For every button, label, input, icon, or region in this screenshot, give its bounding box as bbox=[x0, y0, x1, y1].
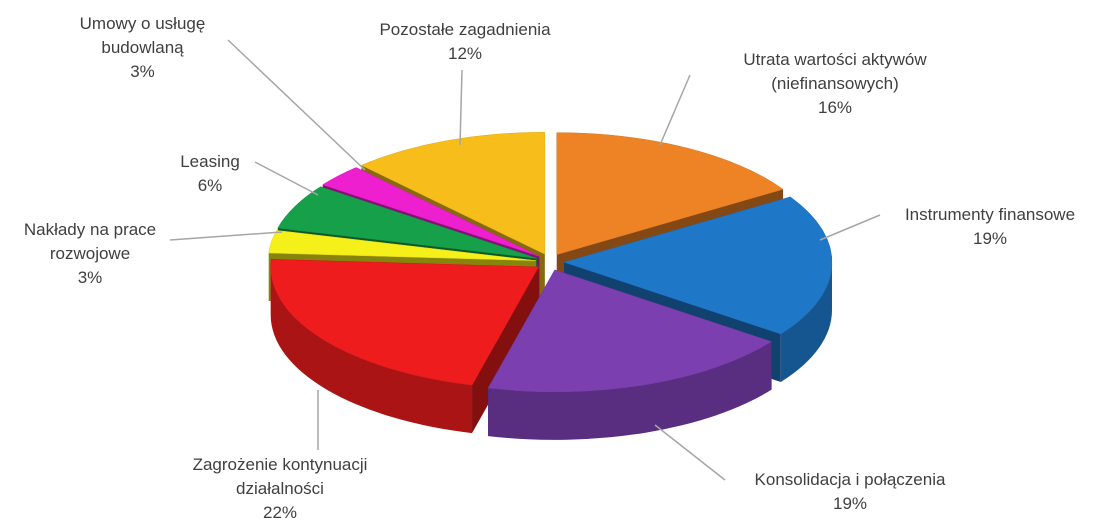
slice-label: Instrumenty finansowe 19% bbox=[870, 203, 1094, 251]
value-label: 3% bbox=[130, 62, 155, 81]
leader-line bbox=[254, 161, 319, 196]
slice bbox=[270, 259, 540, 386]
leader-line bbox=[169, 231, 283, 241]
value-label: 12% bbox=[447, 44, 483, 63]
slice bbox=[487, 269, 773, 393]
value-label: 22% bbox=[262, 503, 298, 522]
slice bbox=[277, 186, 538, 259]
slice-label: Utrata wartości aktywów (niefinansowych)… bbox=[725, 48, 945, 120]
slice-side bbox=[488, 341, 772, 440]
category-label: Pozostałe zagadnienia bbox=[379, 20, 551, 39]
category-label: Konsolidacja i połączenia bbox=[754, 470, 946, 489]
leader-line bbox=[659, 74, 691, 146]
leader-line bbox=[819, 214, 881, 241]
leader-line bbox=[227, 39, 366, 171]
value-label: 3% bbox=[77, 268, 103, 287]
category-label: Nakłady na prace rozwojowe bbox=[23, 220, 157, 263]
slice bbox=[563, 196, 833, 335]
category-label: Utrata wartości aktywów (niefinansowych) bbox=[743, 50, 927, 93]
slice-label: Leasing 6% bbox=[155, 150, 265, 198]
slice bbox=[360, 131, 546, 255]
category-label: Instrumenty finansowe bbox=[904, 205, 1076, 224]
slice-side bbox=[270, 266, 473, 434]
category-label: Umowy o usługę budowlaną bbox=[79, 14, 206, 57]
slice bbox=[556, 132, 784, 255]
value-label: 19% bbox=[972, 229, 1008, 248]
slice-label: Umowy o usługę budowlaną 3% bbox=[50, 12, 235, 84]
category-label: Zagrożenie kontynuacji działalności bbox=[192, 455, 368, 498]
value-label: 16% bbox=[817, 98, 853, 117]
slice bbox=[268, 230, 537, 261]
slice bbox=[322, 167, 540, 257]
leader-line bbox=[654, 424, 726, 481]
value-label: 6% bbox=[197, 176, 223, 195]
category-label: Leasing bbox=[180, 152, 240, 171]
leader-line bbox=[459, 69, 463, 146]
slice-label: Zagrożenie kontynuacji działalności 22% bbox=[160, 453, 400, 522]
slice-side bbox=[780, 262, 832, 382]
slice-label: Nakłady na prace rozwojowe 3% bbox=[0, 218, 180, 290]
slice-label: Konsolidacja i połączenia 19% bbox=[720, 468, 980, 516]
slice-label: Pozostałe zagadnienia 12% bbox=[340, 18, 590, 66]
value-label: 19% bbox=[832, 494, 868, 513]
